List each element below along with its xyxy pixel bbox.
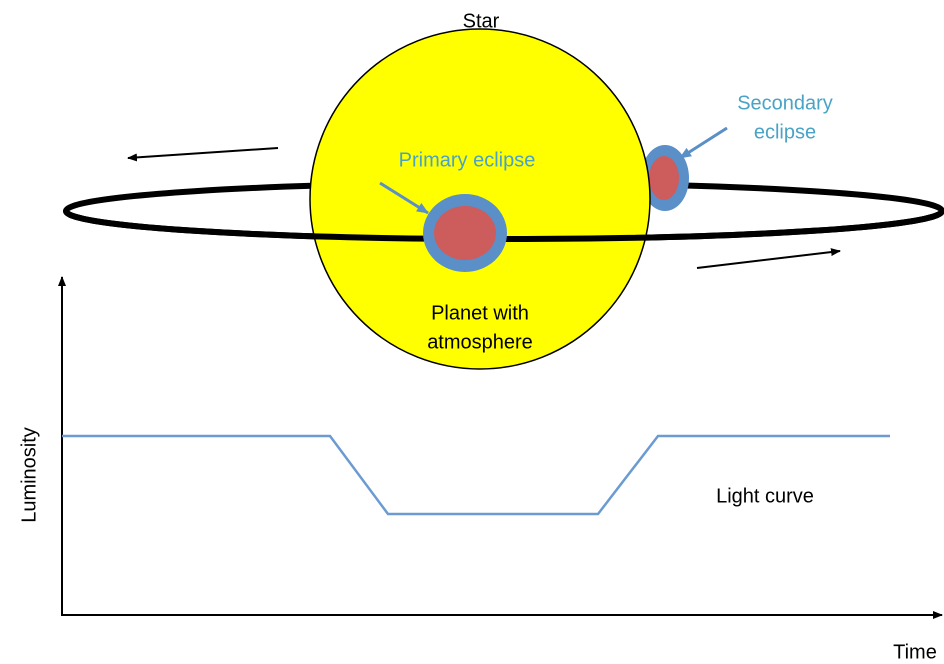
planet-label: atmosphere	[427, 331, 533, 353]
star-label: Star	[463, 10, 500, 32]
primary-eclipse-label: Primary eclipse	[399, 149, 536, 171]
page: Star Primary eclipse Secondary eclipse P…	[0, 0, 944, 664]
pointer-arrow	[680, 128, 727, 158]
motion-arrow	[128, 148, 278, 158]
light-curve-label: Light curve	[716, 485, 814, 507]
y-axis-label: Luminosity	[18, 427, 40, 523]
secondary-eclipse-label: eclipse	[754, 121, 816, 143]
secondary-eclipse-label: Secondary	[737, 92, 833, 114]
planet-label: Planet with	[431, 302, 529, 324]
diagram: Star Primary eclipse Secondary eclipse P…	[0, 0, 944, 664]
secondary-planet-core	[649, 156, 679, 200]
primary-planet-core	[434, 206, 496, 260]
x-axis-label: Time	[893, 641, 937, 663]
motion-arrow	[697, 251, 840, 268]
